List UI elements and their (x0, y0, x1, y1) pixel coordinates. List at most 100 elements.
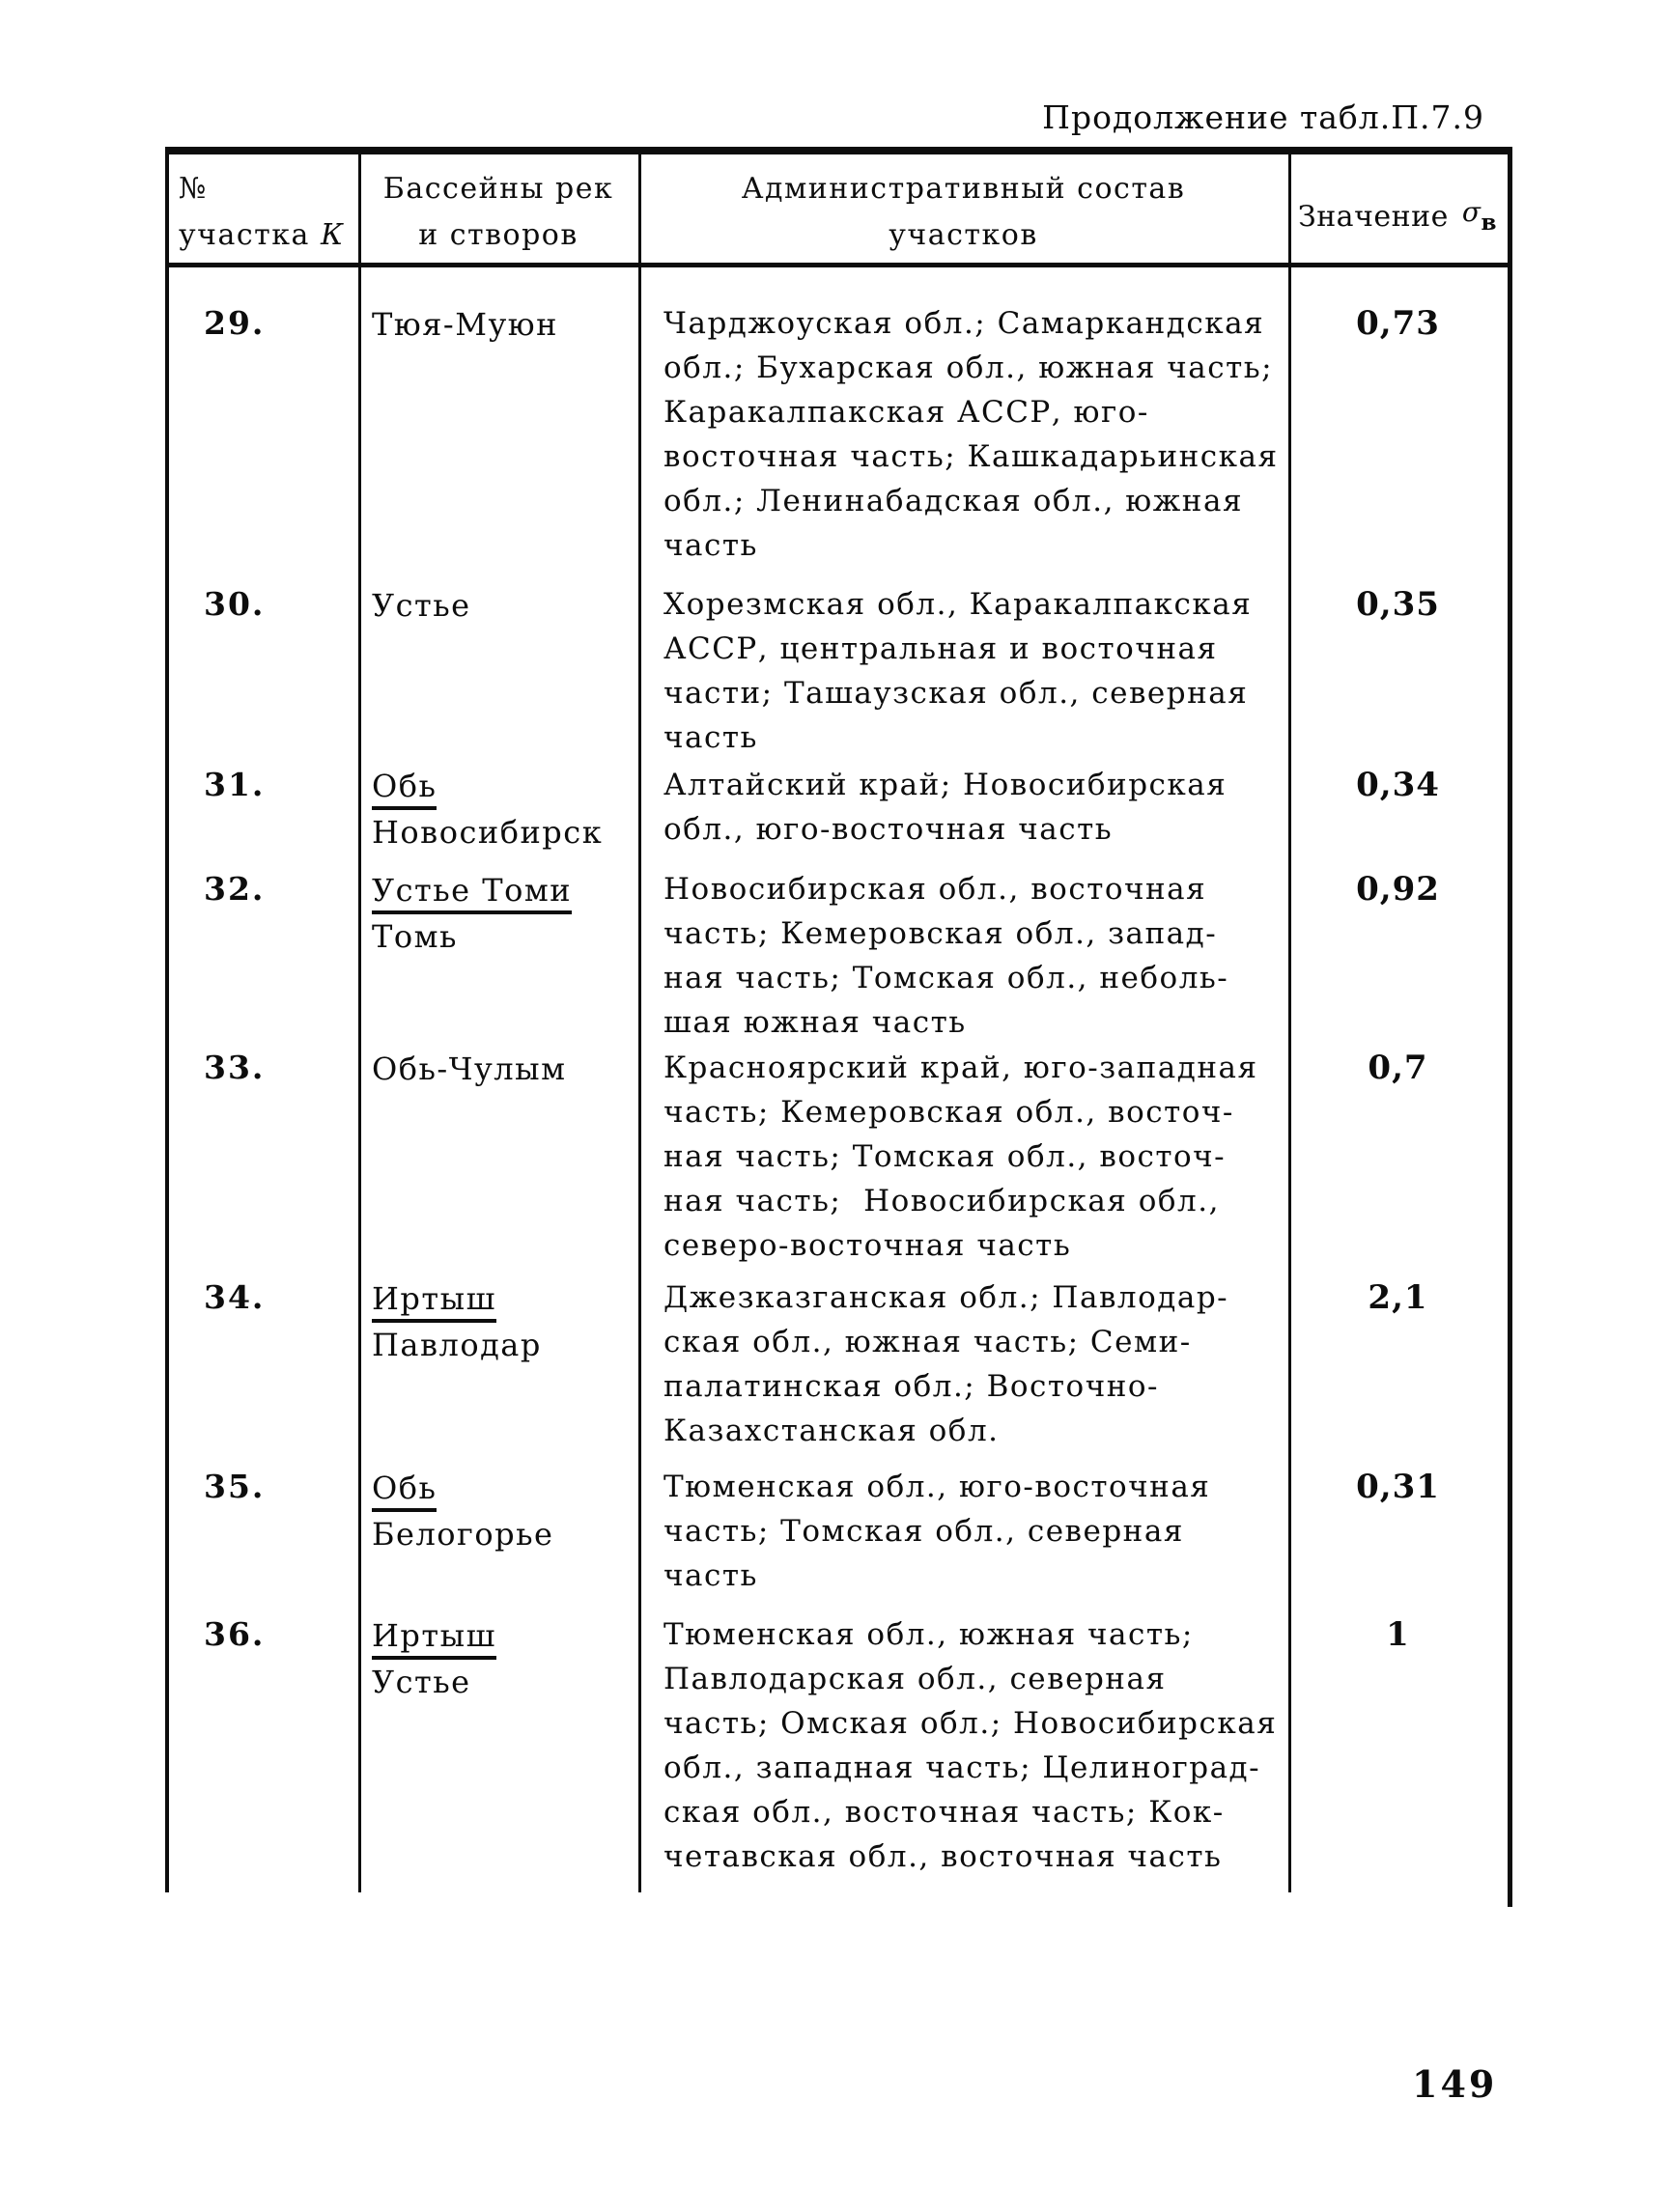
admin-line: Хорезмская обл., Каракалпакская (663, 587, 1253, 622)
admin-cell: Тюменская обл., юго-восточная часть; Томс… (638, 1465, 1288, 1598)
header-col-admin-composition: Административный состав участков (638, 154, 1288, 263)
header-text: и створов (418, 218, 579, 252)
basin-line: Устье Томи (372, 867, 638, 914)
basin-cell: Иртыш Устье (358, 1612, 638, 1879)
table-continuation-title: Продолжение табл.П.7.9 (1042, 98, 1484, 136)
sigma-value-cell: 0,31 (1356, 1468, 1440, 1506)
admin-line: четавская обл., восточная часть (663, 1839, 1223, 1874)
sigma-value-cell: 0,34 (1356, 766, 1440, 804)
basin-cell: Обь-Чулым (358, 1046, 638, 1268)
row-number-cell: 29. (204, 304, 266, 342)
admin-line: палатинская обл.; Восточно- (663, 1369, 1160, 1404)
basin-line: Тюя-Муюн (372, 301, 638, 348)
admin-cell: Новосибирская обл., восточная часть; Кеме… (638, 867, 1288, 1045)
basin-cell: Устье (358, 582, 638, 760)
admin-cell: Алтайский край; Новосибирская обл., юго-в… (638, 763, 1288, 855)
variable-k: К (320, 218, 345, 252)
admin-line: части; Ташаузская обл., северная (663, 676, 1249, 711)
admin-line: обл.; Ленинабадская обл., южная (663, 484, 1244, 518)
table-column-divider (638, 147, 641, 1892)
admin-line: ная часть; Новосибирская обл., (663, 1184, 1220, 1218)
basin-line: Новосибирск (372, 809, 638, 855)
header-text: участка К (179, 212, 358, 259)
basin-line: Устье (372, 582, 638, 629)
row-number-cell: 33. (204, 1049, 266, 1086)
table-left-border (165, 147, 169, 1892)
admin-line: Казахстанская обл. (663, 1414, 1000, 1448)
basin-name: Устье Томи (372, 872, 573, 914)
sigma-symbol: σв (1462, 189, 1497, 246)
sigma-value-cell: 0,92 (1356, 870, 1440, 909)
basin-line: Обь (372, 763, 638, 810)
table-column-divider (1288, 147, 1291, 1892)
admin-line: часть; Омская обл.; Новосибирская (663, 1706, 1278, 1741)
sigma-subscript: в (1481, 209, 1497, 236)
page-number: 149 (1412, 2062, 1498, 2106)
basin-line: Иртыш (372, 1612, 638, 1660)
basin-name: Томь (372, 918, 458, 955)
basin-cell: Иртыш Павлодар (358, 1275, 638, 1453)
header-col-basins: Бассейны рек и створов (358, 154, 638, 263)
table-right-border (1508, 147, 1512, 1907)
table-column-divider (358, 147, 361, 1892)
admin-line: часть (663, 1558, 758, 1593)
basin-name: Обь (372, 768, 437, 810)
basin-line: Обь (372, 1465, 638, 1512)
table-body: 29. Тюя-Муюн Чарджоуская обл.; Самаркандск… (165, 147, 1510, 1892)
admin-line: Джезказганская обл.; Павлодар- (663, 1280, 1229, 1315)
basin-name: Иртыш (372, 1617, 496, 1660)
sigma-value-cell: 2,1 (1368, 1278, 1428, 1317)
sigma-glyph: σ (1461, 195, 1482, 228)
basin-name: Белогорье (372, 1516, 554, 1553)
basin-line: Белогорье (372, 1511, 638, 1557)
sigma-value-cell: 1 (1386, 1615, 1410, 1654)
admin-line: Алтайский край; Новосибирская (663, 768, 1228, 802)
row-number-cell: 32. (204, 870, 266, 908)
admin-cell: Чарджоуская обл.; Самаркандская обл.; Бух… (638, 301, 1288, 568)
admin-cell: Красноярский край, юго-западная часть; Ке… (638, 1046, 1288, 1268)
basin-cell: Обь Белогорье (358, 1465, 638, 1598)
sigma-value-cell: 0,7 (1368, 1049, 1428, 1087)
admin-line: Павлодарская обл., северная (663, 1662, 1167, 1696)
row-number-cell: 34. (204, 1278, 266, 1316)
admin-cell: Хорезмская обл., Каракалпакская АССР, цен… (638, 582, 1288, 760)
basin-line: Обь-Чулым (372, 1046, 638, 1092)
admin-line: северо-восточная часть (663, 1228, 1072, 1263)
basin-name: Устье (372, 1664, 471, 1700)
basin-name: Павлодар (372, 1327, 542, 1363)
header-text: участков (889, 218, 1038, 252)
basin-line: Томь (372, 913, 638, 960)
admin-line: обл., юго-восточная часть (663, 812, 1114, 847)
basin-cell: Устье Томи Томь (358, 867, 638, 1045)
admin-line: Каракалпакская АССР, юго- (663, 395, 1149, 430)
basin-name: Новосибирск (372, 814, 604, 851)
basin-name: Иртыш (372, 1280, 496, 1323)
admin-line: Красноярский край, юго-западная (663, 1050, 1258, 1085)
table-row: 29. Тюя-Муюн Чарджоуская обл.; Самаркандск… (165, 301, 1510, 568)
table-row: 31. Обь Новосибирск Алтайский край; Новосиб… (165, 763, 1510, 855)
sigma-value-cell: 0,73 (1356, 304, 1440, 343)
admin-line: ская обл., южная часть; Семи- (663, 1325, 1192, 1359)
data-table: № участка К Бассейны рек и створов Админ… (165, 147, 1512, 1907)
header-text: Бассейны рек (382, 172, 614, 206)
table-row: 32. Устье Томи Томь Новосибирская обл., вос… (165, 867, 1510, 1045)
row-number-cell: 36. (204, 1615, 266, 1653)
basin-name: Устье (372, 587, 471, 624)
basin-cell: Обь Новосибирск (358, 763, 638, 855)
basin-line: Павлодар (372, 1322, 638, 1368)
admin-line: Новосибирская обл., восточная (663, 872, 1207, 907)
basin-cell: Тюя-Муюн (358, 301, 638, 568)
admin-line: АССР, центральная и восточная (663, 631, 1218, 666)
admin-line: ная часть; Томская обл., неболь- (663, 961, 1229, 995)
admin-line: часть; Кемеровская обл., запад- (663, 916, 1218, 951)
header-text: Значение (1298, 200, 1449, 234)
admin-line: часть (663, 528, 758, 563)
basin-name: Тюя-Муюн (372, 306, 558, 343)
row-number-cell: 30. (204, 585, 266, 623)
table-row: 35. Обь Белогорье Тюменская обл., юго-восто… (165, 1465, 1510, 1598)
admin-line: часть (663, 720, 758, 755)
table-row: 36. Иртыш Устье Тюменская обл., южная часть… (165, 1612, 1510, 1879)
admin-line: ская обл., восточная часть; Кок- (663, 1795, 1225, 1830)
table-row: 30. Устье Хорезмская обл., Каракалпакская А… (165, 582, 1510, 760)
admin-line: ная часть; Томская обл., восточ- (663, 1139, 1227, 1174)
